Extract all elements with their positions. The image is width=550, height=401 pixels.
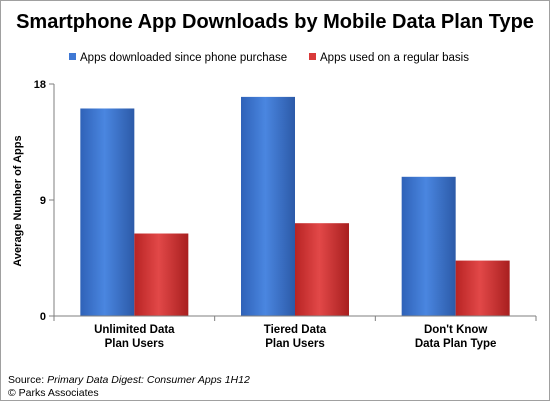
- y-tick-label-0: 0: [40, 311, 46, 323]
- chart-title: Smartphone App Downloads by Mobile Data …: [16, 11, 534, 33]
- copyright: © Parks Associates: [8, 387, 99, 399]
- legend-swatch-0: [69, 53, 76, 60]
- category-labels: Unlimited Data Plan Users Tiered Data Plan …: [94, 324, 496, 350]
- legend-label-1: Apps used on a regular basis: [320, 52, 469, 64]
- y-tick-label-2: 18: [34, 79, 46, 91]
- y-axis-ticks: 0 9 18: [34, 79, 54, 323]
- bar-1-0: [241, 96, 295, 316]
- legend-swatch-1: [309, 53, 316, 60]
- bars: [80, 96, 510, 316]
- source-line: Source: Primary Data Digest: Consumer Ap…: [8, 374, 250, 386]
- bar-2-0: [401, 176, 456, 316]
- category-label-2: Don't Know Data Plan Type: [415, 324, 497, 350]
- legend: Apps downloaded since phone purchase Apps…: [69, 52, 469, 64]
- bar-2-1: [455, 260, 510, 316]
- legend-label-0: Apps downloaded since phone purchase: [80, 52, 287, 64]
- category-label-1: Tiered Data Plan Users: [264, 324, 327, 350]
- y-axis-label: Average Number of Apps: [12, 135, 24, 266]
- axes: [53, 84, 537, 321]
- bar-1-1: [295, 223, 349, 316]
- y-tick-label-1: 9: [40, 195, 46, 207]
- bar-0-0: [80, 108, 135, 316]
- bar-0-1: [134, 233, 189, 316]
- category-label-0: Unlimited Data Plan Users: [94, 324, 175, 350]
